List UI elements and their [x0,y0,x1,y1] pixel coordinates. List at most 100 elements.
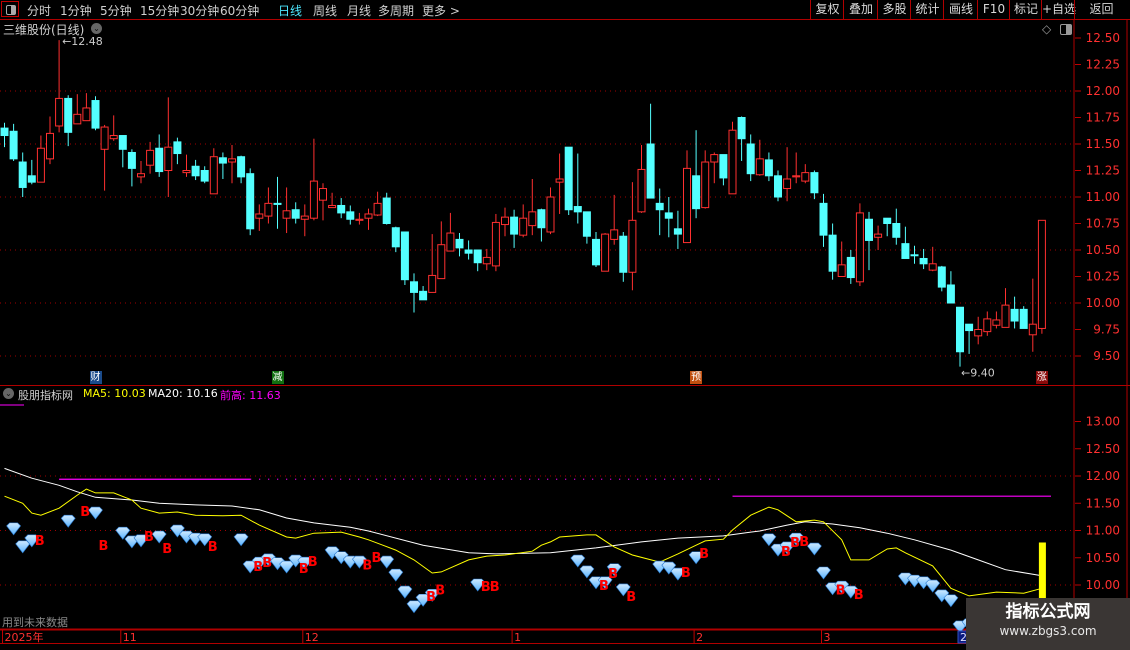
candle [901,226,910,259]
signal-bar [1038,542,1046,599]
candle-body [373,202,382,216]
stock-title[interactable]: 三维股份(日线) ⌄ [3,21,102,38]
candle [555,153,564,214]
candle [828,223,837,280]
candle [9,123,18,161]
candle [18,152,27,197]
toolbar-button[interactable]: 标记 [1009,0,1042,19]
menubar [0,0,1130,20]
price-tick-label: 10.00 [1086,296,1120,310]
candle [337,198,346,219]
toolbar-button[interactable]: 多股 [877,0,911,19]
toolbar-button[interactable]: +自选 [1041,0,1076,19]
ma20-value: MA20: 10.16 [148,387,218,400]
buy-signal-label: B [836,583,846,598]
diamond-icon [779,541,795,555]
candle [319,183,327,221]
diamond-icon [615,583,631,597]
panel-toggle-button[interactable] [1,1,19,17]
candle-body [937,266,946,288]
diamond-icon [288,554,304,568]
candle-body [491,221,500,267]
future-data-note: 用到未来数据 [2,616,68,629]
period-tab[interactable]: 30分钟 [180,4,220,18]
toolbar-button[interactable]: 画线 [943,0,978,19]
ma5-line [4,488,1043,597]
candle-body [146,149,155,166]
candle [64,95,73,147]
period-tab[interactable]: 日线 [278,4,303,18]
diamond-icon [834,580,850,594]
diamond-icon [24,534,40,548]
candle-body [610,229,619,240]
candle-body [728,129,737,195]
candle-body [218,157,227,164]
period-tab[interactable]: 更多 > [422,4,460,18]
toolbar-button[interactable]: F10 [977,0,1010,19]
candle-body [118,135,127,150]
candle-body [628,219,637,273]
chevron-down-icon[interactable]: ⌄ [3,388,14,399]
event-marker[interactable]: 减 [271,371,284,384]
price-tick-label: 9.75 [1093,323,1120,337]
price-tick-label: 9.50 [1093,349,1120,363]
candle [473,249,482,272]
diamond-icon [324,546,340,560]
candle-body [501,216,509,226]
ma20-line [4,467,1042,577]
period-tab[interactable]: 1分钟 [60,4,92,18]
candle-body [328,204,337,209]
event-marker[interactable]: 预 [690,371,703,384]
candle-body [200,170,209,182]
candle-body [255,213,264,219]
buy-signal-label: B [854,588,864,603]
candle-body [382,197,391,224]
candle-body [355,218,364,221]
chevron-down-icon[interactable]: ⌄ [91,23,102,34]
time-axis-label: 1 [514,631,521,644]
candle-body [455,238,464,249]
candle [628,182,637,291]
candle [446,212,455,252]
period-tab[interactable]: 60分钟 [220,4,260,18]
diamond-icon [397,585,413,599]
toolbar-button[interactable]: 叠加 [843,0,878,19]
candle [55,40,64,133]
diamond-icon [470,578,486,592]
period-tab[interactable]: 月线 [347,4,372,18]
event-marker[interactable]: 涨 [1035,371,1048,384]
buy-signal-label: B [144,530,154,545]
period-tab[interactable]: 15分钟 [140,4,180,18]
candle-body [956,306,964,353]
panel-layout-icon[interactable] [1060,24,1072,35]
candle-body [364,213,373,219]
period-tab[interactable]: 周线 [313,4,338,18]
candle-body [91,100,100,129]
candle-body [137,173,145,178]
diamond-icon [843,585,859,599]
diamond-icon [279,560,294,574]
buy-signal-label: B [372,551,382,566]
candle-body [983,318,992,333]
candle [956,306,964,367]
candle-body [18,161,27,188]
toolbar-button[interactable]: 返回 [1074,0,1128,19]
period-tab[interactable]: 分时 [27,4,52,18]
toolbar-button[interactable]: 统计 [910,0,944,19]
candle [774,170,782,202]
period-tab[interactable]: 5分钟 [100,4,132,18]
candle-body [510,216,519,235]
candle [692,130,701,219]
toolbar-button[interactable]: 复权 [810,0,844,19]
event-marker[interactable]: 财 [89,371,102,384]
candle-body [692,175,701,210]
period-tab[interactable]: 多周期 [378,4,415,18]
diamond-toggle-icon[interactable]: ◇ [1042,22,1052,36]
candle [282,187,291,234]
candle [437,221,446,280]
indicator-name[interactable]: 股朋指标网 [18,389,73,402]
candle [419,286,428,301]
candle-body [719,154,728,179]
buy-signal-label: B [599,579,609,594]
